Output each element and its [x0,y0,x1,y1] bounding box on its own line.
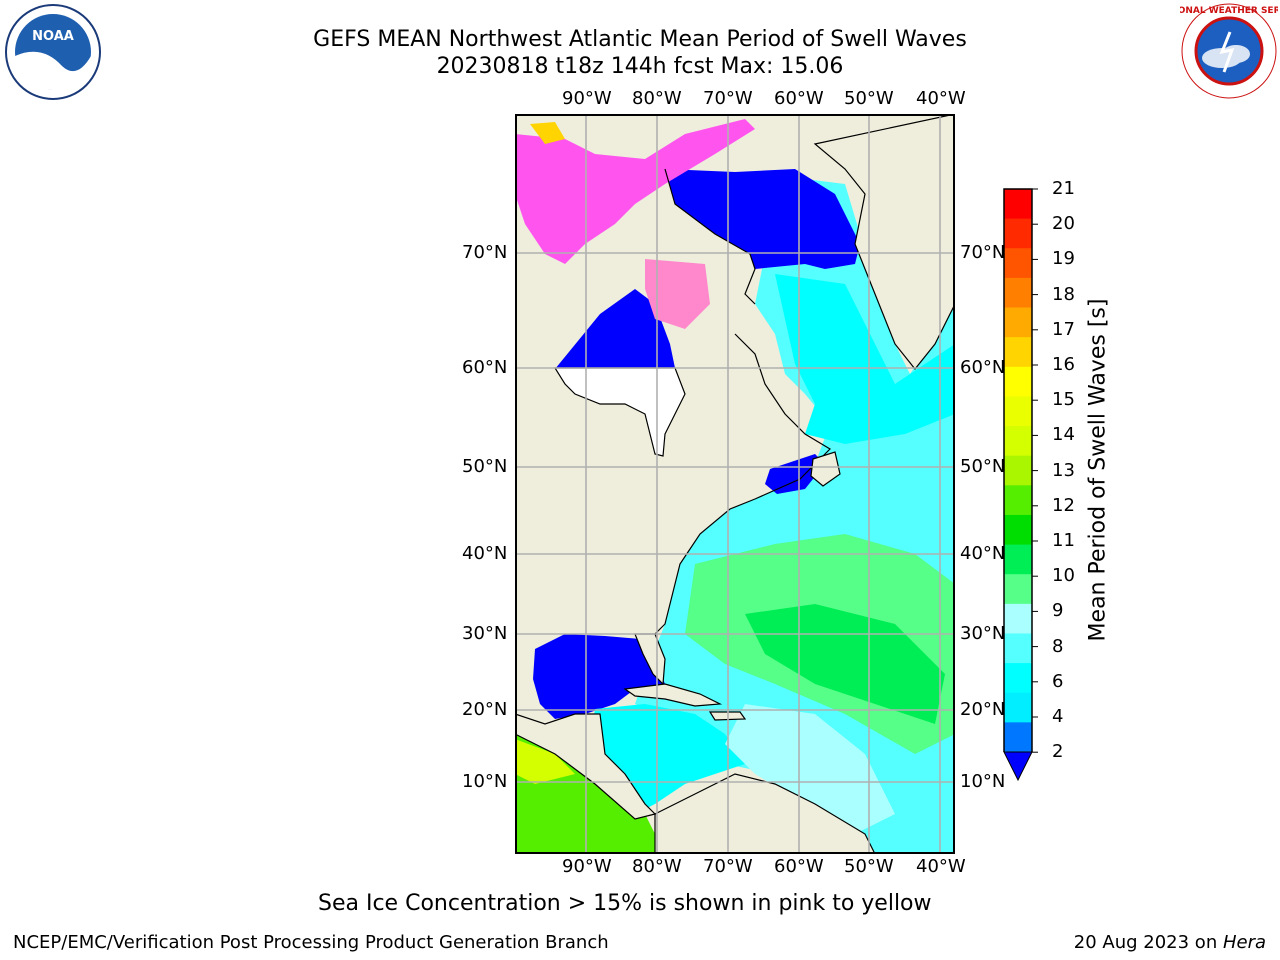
ocean-hudson-bay-south [553,367,686,457]
ocean-gulf-st-lawrence [765,454,825,494]
lat-label-left: 60°N [462,357,508,378]
graticule [515,114,955,854]
land-cuba [623,683,723,707]
colorbar-segment [1004,396,1032,427]
colorbar-segment [1004,337,1032,368]
chart-title: GEFS MEAN Northwest Atlantic Mean Period… [313,27,967,52]
lat-label-left: 10°N [462,771,508,792]
lon-label-top: 40°W [916,88,966,109]
colorbar-tick-label: 16 [1052,354,1075,375]
footer-host: Hera [1222,932,1266,953]
footer-credit: NCEP/EMC/Verification Post Processing Pr… [13,932,609,953]
colorbar-tick-label: 9 [1052,600,1064,622]
colorbar-segment [1004,544,1032,575]
coastline-baffin [664,168,756,305]
lat-label-left: 40°N [462,543,508,564]
colorbar-segment [1004,663,1032,694]
colorbar-segment [1004,633,1032,664]
colorbar [1003,188,1038,782]
chart-subtitle: 20230818 t18z 144h fcst Max: 15.06 [436,54,844,79]
swell-band-north [775,274,955,444]
footer-date: 20 Aug 2023 on Hera [1074,932,1266,953]
land-greenland [813,114,955,370]
colorbar-tick-label: 18 [1052,283,1075,305]
lat-label-right: 60°N [960,357,1006,378]
colorbar-segment [1004,455,1032,486]
lon-label-top: 90°W [562,88,612,109]
lon-label-top: 50°W [844,88,894,109]
land-central-america [515,713,657,820]
colorbar-tick-label: 4 [1052,706,1064,727]
lat-label-left: 30°N [462,623,508,644]
swell-south-carib-yellow [515,739,575,784]
colorbar-tick-label: 15 [1052,389,1075,411]
colorbar-segment [1004,277,1032,309]
colorbar-segment [1004,692,1032,723]
ocean-baffin-bay [665,169,860,269]
noaa-logo: NOAA [5,4,101,100]
lat-label-right: 10°N [960,771,1006,792]
land-newfoundland [810,451,841,487]
lat-label-right: 20°N [960,699,1006,720]
colorbar-tick-label: 21 [1052,178,1075,199]
lat-label-left: 50°N [462,456,508,477]
coastline-labrador [654,333,831,635]
lon-label-bottom: 90°W [562,856,612,877]
lat-label-left: 20°N [462,699,508,720]
lon-label-bottom: 60°W [774,856,824,877]
lat-label-right: 30°N [960,623,1006,644]
colorbar-segment [1004,485,1032,516]
map-frame [515,114,955,854]
colorbar-tick-label: 8 [1052,635,1064,657]
colorbar-segment [1004,366,1032,397]
colorbar-segment [1004,218,1032,249]
colorbar-title: Mean Period of Swell Waves [s] [1085,298,1111,642]
noaa-logo-text: NOAA [32,29,74,44]
lon-label-bottom: 40°W [916,856,966,877]
land-south-america [654,773,876,854]
colorbar-segment [1004,248,1032,279]
lon-label-top: 70°W [703,88,753,109]
sea-ice-foxe [645,259,710,329]
colorbar-tick-label: 2 [1052,741,1064,763]
colorbar-segment [1004,574,1032,605]
swell-patch-light [725,704,895,834]
colorbar-segment [1004,426,1032,457]
lon-label-bottom: 50°W [844,856,894,877]
ocean-gulf-of-mexico [533,634,665,719]
colorbar-segment [1004,603,1032,634]
colorbar-tick-label: 17 [1052,318,1075,340]
map-panel [515,114,955,854]
lon-label-top: 80°W [632,88,682,109]
colorbar-tick-label: 20 [1052,213,1075,235]
colorbar-tick-label: 14 [1052,424,1075,446]
lat-label-right: 70°N [960,242,1006,263]
colorbar-tick-label: 6 [1052,670,1064,692]
svg-text:NATIONAL WEATHER SERVICE: NATIONAL WEATHER SERVICE [1180,6,1278,16]
sea-ice-note: Sea Ice Concentration > 15% is shown in … [318,891,932,916]
sea-ice-yellow [530,122,565,144]
lat-label-right: 40°N [960,543,1006,564]
nws-logo: NATIONAL WEATHER SERVICE [1180,3,1278,99]
colorbar-under-arrow [1003,751,1033,782]
colorbar-segment [1004,514,1032,546]
colorbar-segment [1004,307,1032,338]
lat-label-left: 70°N [462,242,508,263]
colorbar-tick-label: 12 [1052,494,1075,516]
lon-label-bottom: 70°W [703,856,753,877]
colorbar-tick-label: 19 [1052,248,1075,270]
colorbar-tick-label: 11 [1052,530,1075,551]
lat-label-right: 50°N [960,456,1006,477]
colorbar-tick-label: 10 [1052,565,1075,587]
lon-label-bottom: 80°W [632,856,682,877]
colorbar-segment [1004,189,1032,220]
footer-date-text: 20 Aug 2023 on [1073,932,1223,953]
sea-ice-archipelago [515,119,755,264]
colorbar-tick-label: 13 [1052,459,1075,481]
lon-label-top: 60°W [774,88,824,109]
colorbar-segment [1004,722,1032,753]
ocean-hudson-bay [555,289,675,369]
